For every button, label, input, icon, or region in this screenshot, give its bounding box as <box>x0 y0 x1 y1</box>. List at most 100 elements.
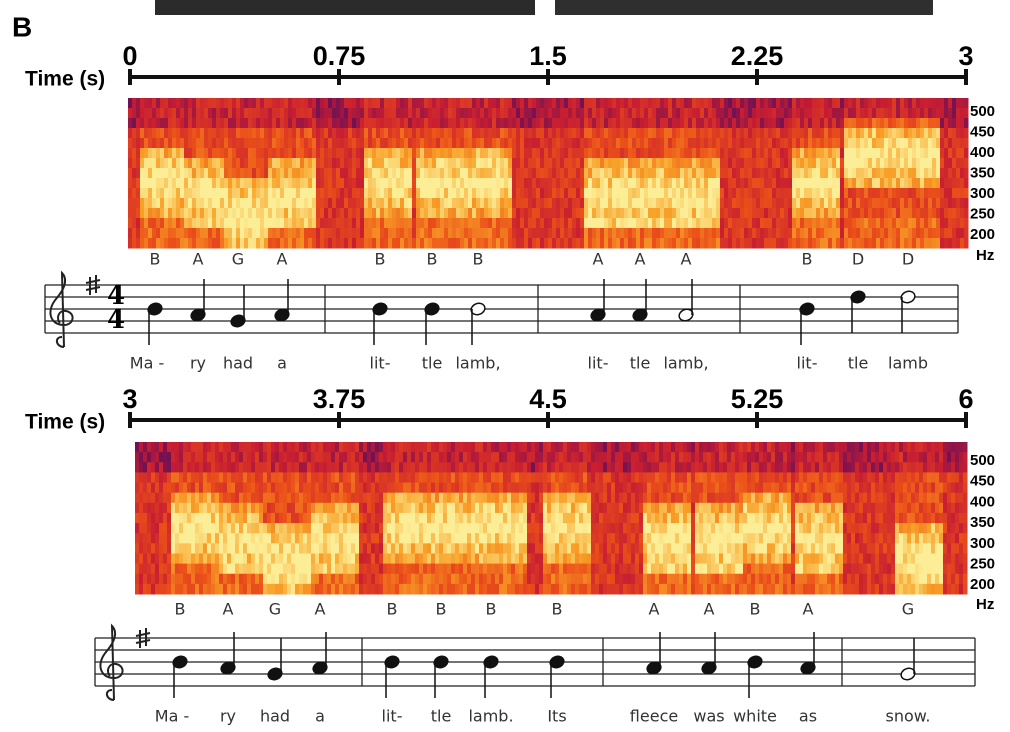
spectrogram-cell <box>688 138 693 149</box>
spectrogram-cell <box>648 238 653 249</box>
spectrogram-cell <box>640 198 645 209</box>
spectrogram-cell <box>576 118 581 129</box>
spectrogram-cell <box>716 98 721 109</box>
spectrogram-cell <box>476 118 481 129</box>
spectrogram-cell <box>224 228 229 239</box>
spectrogram-cell <box>551 553 556 564</box>
spectrogram-cell <box>419 574 424 585</box>
spectrogram-cell <box>792 98 797 109</box>
spectrogram-cell <box>347 564 352 575</box>
spectrogram-cell <box>359 503 364 514</box>
spectrogram-cell <box>452 118 457 129</box>
spectrogram-cell <box>263 452 268 463</box>
spectrogram-cell <box>500 148 505 159</box>
spectrogram-cell <box>916 158 921 169</box>
spectrogram-cell <box>244 148 249 159</box>
spectrogram-cell <box>572 228 577 239</box>
spectrogram-cell <box>844 188 849 199</box>
spectrogram-cell <box>548 108 553 119</box>
spectrogram-cell <box>288 168 293 179</box>
spectrogram-cell <box>547 503 552 514</box>
spectrogram-cell <box>624 128 629 139</box>
spectrogram-cell <box>311 564 316 575</box>
spectrogram-cell <box>152 188 157 199</box>
spectrogram-cell <box>219 503 224 514</box>
spectrogram-cell <box>299 513 304 524</box>
spectrogram-cell <box>528 188 533 199</box>
spectrogram-cell <box>220 158 225 169</box>
spectrogram-cell <box>580 178 585 189</box>
spectrogram-cell <box>527 452 532 463</box>
spectrogram-cell <box>708 198 713 209</box>
spectrogram-cell <box>348 138 353 149</box>
spectrogram-cell <box>219 452 224 463</box>
spectrogram-cell <box>511 533 516 544</box>
spectrogram-cell <box>515 584 520 595</box>
spectrogram-cell <box>740 148 745 159</box>
spectrogram-cell <box>475 584 480 595</box>
spectrogram-cell <box>700 148 705 159</box>
spectrogram-cell <box>896 228 901 239</box>
spectrogram-cell <box>327 574 332 585</box>
spectrogram-cell <box>520 188 525 199</box>
spectrogram-cell <box>708 178 713 189</box>
spectrogram-cell <box>644 238 649 249</box>
spectrogram-cell <box>780 98 785 109</box>
spectrogram-cell <box>920 198 925 209</box>
spectrogram-cell <box>400 238 405 249</box>
spectrogram-cell <box>828 98 833 109</box>
spectrogram-cell <box>531 452 536 463</box>
spectrogram-cell <box>471 483 476 494</box>
spectrogram-cell <box>584 218 589 229</box>
spectrogram-cell <box>467 472 472 483</box>
spectrogram-cell <box>139 543 144 554</box>
spectrogram-cell <box>531 543 536 554</box>
spectrogram-cell <box>352 218 357 229</box>
spectrogram-cell <box>684 198 689 209</box>
spectrogram-cell <box>456 198 461 209</box>
spectrogram-cell <box>320 178 325 189</box>
spectrogram-cell <box>163 574 168 585</box>
spectrogram-cell <box>535 543 540 554</box>
spectrogram-cell <box>820 158 825 169</box>
spectrogram-cell <box>792 238 797 249</box>
spectrogram-cell <box>800 98 805 109</box>
spectrogram-cell <box>256 208 261 219</box>
spectrogram-cell <box>531 442 536 453</box>
spectrogram-cell <box>664 108 669 119</box>
spectrogram-cell <box>396 98 401 109</box>
spectrogram-cell <box>323 574 328 585</box>
spectrogram-cell <box>143 513 148 524</box>
spectrogram-cell <box>620 98 625 109</box>
spectrogram-cell <box>696 208 701 219</box>
spectrogram-cell <box>692 228 697 239</box>
spectrogram-cell <box>555 564 560 575</box>
spectrogram-cell <box>328 118 333 129</box>
spectrogram-cell <box>364 188 369 199</box>
spectrogram-cell <box>247 472 252 483</box>
spectrogram-cell <box>255 462 260 473</box>
spectrogram-cell <box>360 208 365 219</box>
spectrogram-cell <box>335 564 340 575</box>
spectrogram-cell <box>844 118 849 129</box>
spectrogram-cell <box>259 543 264 554</box>
spectrogram-cell <box>188 148 193 159</box>
spectrogram-cell <box>291 553 296 564</box>
spectrogram-cell <box>680 158 685 169</box>
spectrogram-cell <box>392 128 397 139</box>
spectrogram-cell <box>704 168 709 179</box>
spectrogram-cell <box>264 128 269 139</box>
spectrogram-cell <box>467 452 472 463</box>
spectrogram-cell <box>443 584 448 595</box>
spectrogram-cell <box>816 218 821 229</box>
spectrogram-cell <box>260 218 265 229</box>
spectrogram-cell <box>680 218 685 229</box>
spectrogram-cell <box>247 503 252 514</box>
spectrogram-cell <box>516 228 521 239</box>
spectrogram-cell <box>348 198 353 209</box>
spectrogram-cell <box>840 108 845 119</box>
spectrogram-cell <box>575 493 580 504</box>
spectrogram-cell <box>784 208 789 219</box>
spectrogram-cell <box>320 188 325 199</box>
spectrogram-cell <box>228 198 233 209</box>
